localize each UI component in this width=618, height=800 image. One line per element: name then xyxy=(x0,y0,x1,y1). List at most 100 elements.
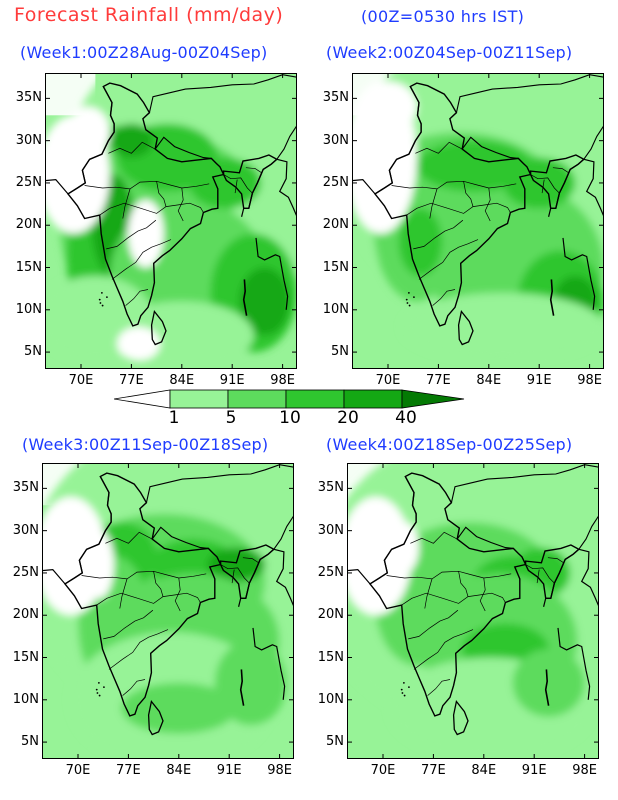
state-boundary-3 xyxy=(413,629,474,670)
island-0 xyxy=(405,298,408,301)
rain-region-8 xyxy=(239,267,290,336)
state-boundary-0 xyxy=(401,592,506,606)
lat-label: 30N xyxy=(15,132,42,148)
rain-region-7 xyxy=(416,140,532,192)
lon-label: 84E xyxy=(476,373,502,388)
island-4 xyxy=(413,296,415,299)
state-boundary-5 xyxy=(122,679,146,696)
state-boundary-10 xyxy=(536,569,540,584)
island-4 xyxy=(106,296,108,299)
sri-lanka-outline xyxy=(452,700,469,736)
dry-region-3 xyxy=(117,326,161,361)
myanmar-coast xyxy=(562,237,596,310)
island-3 xyxy=(402,681,405,684)
legend-swatch-0 xyxy=(114,389,171,409)
legend-swatch-2 xyxy=(227,389,287,409)
state-boundary-9 xyxy=(525,564,555,584)
lat-label: 15N xyxy=(317,649,344,665)
nepal-border xyxy=(151,526,209,549)
state-boundary-0 xyxy=(99,202,204,216)
myanmar-border xyxy=(548,158,604,218)
map-panel-week2 xyxy=(352,73,604,369)
china-border xyxy=(578,515,599,550)
map-frame xyxy=(45,73,297,369)
state-boundary-7 xyxy=(153,571,164,597)
lon-label: 77E xyxy=(119,373,144,388)
island-1 xyxy=(401,692,404,694)
lat-label: 20N xyxy=(15,217,42,233)
lat-label: 20N xyxy=(317,607,344,623)
state-boundary-1 xyxy=(84,180,210,190)
dry-region-1 xyxy=(359,81,417,133)
state-boundary-3 xyxy=(108,629,169,670)
state-boundary-3 xyxy=(418,239,479,280)
rain-region-4 xyxy=(207,547,266,582)
sri-lanka-outline xyxy=(150,310,167,346)
legend-label-1: 1 xyxy=(168,408,180,428)
map-panel-week3 xyxy=(42,463,294,759)
lon-label: 91E xyxy=(521,763,547,778)
china-border xyxy=(273,515,294,550)
lat-label: 20N xyxy=(322,217,349,233)
map-frame xyxy=(347,463,599,759)
rainfall-map xyxy=(42,463,294,759)
state-boundary-10 xyxy=(231,569,235,584)
dry-region-0 xyxy=(347,496,412,616)
island-2 xyxy=(408,304,411,307)
andaman-islands xyxy=(242,279,248,316)
lat-label: 15N xyxy=(15,259,42,275)
lat-label: 10N xyxy=(317,691,344,707)
state-boundary-9 xyxy=(223,174,253,194)
state-boundary-10 xyxy=(541,179,545,194)
andaman-islands xyxy=(549,279,555,316)
state-boundary-7 xyxy=(156,181,167,207)
island-3 xyxy=(97,681,100,684)
lat-label: 25N xyxy=(322,174,349,190)
state-boundary-10 xyxy=(234,179,238,194)
rain-region-10 xyxy=(214,640,287,726)
rain-region-10 xyxy=(109,123,153,158)
panel-title-week4: (Week4:00Z18Sep-00Z25Sep) xyxy=(326,435,573,454)
state-boundary-4 xyxy=(103,609,154,640)
tibet-border xyxy=(145,464,294,503)
island-1 xyxy=(99,302,102,304)
lon-label: 98E xyxy=(267,763,292,778)
dry-region-2 xyxy=(66,106,110,158)
tibet-border xyxy=(450,464,599,503)
legend-swatch-1 xyxy=(169,389,229,409)
state-boundary-2 xyxy=(415,141,463,154)
china-border xyxy=(583,125,604,160)
lat-label: 25N xyxy=(12,564,39,580)
nepal-border xyxy=(456,526,514,549)
island-1 xyxy=(406,302,409,304)
state-boundary-11 xyxy=(547,557,564,564)
lat-label: 5N xyxy=(326,734,344,750)
legend-label-10: 10 xyxy=(279,408,301,428)
lat-label: 25N xyxy=(15,174,42,190)
island-4 xyxy=(103,686,105,689)
legend-swatch-5 xyxy=(401,389,465,409)
myanmar-border xyxy=(238,548,294,608)
lat-label: 5N xyxy=(21,734,39,750)
lat-label: 35N xyxy=(15,90,42,106)
state-boundary-5 xyxy=(125,289,149,306)
china-border xyxy=(276,125,297,160)
map-title: Forecast Rainfall (mm/day) xyxy=(14,4,284,26)
island-0 xyxy=(98,298,101,301)
state-boundary-6 xyxy=(484,187,491,222)
lat-label: 10N xyxy=(322,301,349,317)
lat-label: 15N xyxy=(12,649,39,665)
state-boundary-2 xyxy=(410,531,458,544)
dry-region-1 xyxy=(85,530,114,599)
tibet-border xyxy=(148,74,297,113)
lat-label: 35N xyxy=(12,480,39,496)
myanmar-border xyxy=(543,548,599,608)
lat-label: 5N xyxy=(24,344,42,360)
myanmar-coast xyxy=(557,627,591,700)
pakistan-border xyxy=(352,86,422,195)
rain-region-9 xyxy=(512,649,585,717)
state-boundary-5 xyxy=(427,679,451,696)
myanmar-coast xyxy=(255,237,289,310)
andaman-islands xyxy=(239,669,245,706)
state-boundary-1 xyxy=(386,570,512,580)
